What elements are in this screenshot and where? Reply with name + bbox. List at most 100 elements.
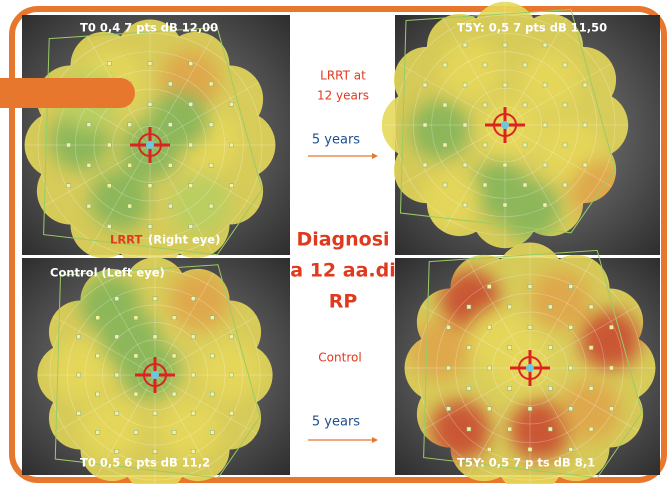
test-point — [168, 123, 172, 127]
test-point — [423, 123, 427, 127]
test-point — [189, 224, 193, 228]
test-point — [128, 163, 132, 167]
test-point — [153, 297, 157, 301]
test-point — [148, 224, 152, 228]
test-point — [563, 103, 567, 107]
test-point — [148, 102, 152, 106]
test-point — [229, 143, 233, 147]
test-point — [487, 407, 491, 411]
test-point — [589, 386, 593, 390]
test-point — [189, 102, 193, 106]
test-point — [107, 224, 111, 228]
test-point — [487, 285, 491, 289]
diagnosis-line: RP — [329, 291, 358, 313]
test-point — [423, 83, 427, 87]
test-point — [191, 373, 195, 377]
eye-label: Control (Left eye) — [50, 266, 165, 280]
test-point — [569, 285, 573, 289]
test-point — [589, 427, 593, 431]
test-point — [483, 103, 487, 107]
test-point — [172, 430, 176, 434]
test-point — [467, 305, 471, 309]
test-point — [543, 203, 547, 207]
test-point — [447, 325, 451, 329]
test-point — [569, 325, 573, 329]
test-point — [77, 335, 81, 339]
test-point — [189, 62, 193, 66]
heat-patch — [200, 340, 260, 400]
test-point — [128, 204, 132, 208]
heat-patch — [150, 90, 210, 150]
control-label: Control — [318, 351, 361, 365]
test-point — [67, 184, 71, 188]
test-point — [87, 123, 91, 127]
test-point — [463, 203, 467, 207]
test-point — [548, 386, 552, 390]
fixation-cloud — [146, 141, 154, 149]
caption: T0 0,4 7 pts dB 12,00 — [80, 21, 218, 35]
test-point — [563, 183, 567, 187]
test-point — [128, 123, 132, 127]
test-point — [463, 123, 467, 127]
test-point — [134, 392, 138, 396]
test-point — [543, 163, 547, 167]
test-point — [172, 316, 176, 320]
test-point — [528, 447, 532, 451]
test-point — [447, 407, 451, 411]
test-point — [483, 143, 487, 147]
test-point — [87, 163, 91, 167]
test-point — [583, 123, 587, 127]
test-point — [96, 430, 100, 434]
test-point — [609, 366, 613, 370]
test-point — [115, 373, 119, 377]
test-point — [191, 449, 195, 453]
test-point — [467, 386, 471, 390]
test-point — [563, 143, 567, 147]
diagnosis-line: a 12 aa.di — [290, 260, 395, 282]
interval: 5 years — [312, 133, 360, 148]
test-point — [77, 411, 81, 415]
test-point — [543, 83, 547, 87]
test-point — [191, 335, 195, 339]
test-point — [523, 63, 527, 67]
test-point — [115, 449, 119, 453]
test-point — [229, 184, 233, 188]
heat-patch — [520, 50, 580, 110]
heat-patch — [410, 320, 470, 380]
test-point — [209, 163, 213, 167]
test-point — [528, 285, 532, 289]
test-point — [523, 183, 527, 187]
caption: T5Y: 0,5 7 p ts dB 8,1 — [457, 456, 595, 470]
test-point — [148, 184, 152, 188]
test-point — [609, 407, 613, 411]
test-point — [463, 163, 467, 167]
test-point — [523, 103, 527, 107]
test-point — [209, 82, 213, 86]
test-point — [191, 411, 195, 415]
eye-label: (Right eye) — [148, 233, 220, 247]
test-point — [168, 204, 172, 208]
test-point — [67, 143, 71, 147]
test-point — [191, 297, 195, 301]
caption: T0 0,5 6 pts dB 11,2 — [80, 456, 210, 470]
map-panel: T5Y: 0,5 7 p ts dB 8,1 — [395, 234, 664, 484]
test-point — [443, 143, 447, 147]
test-point — [229, 373, 233, 377]
interval: 5 years — [312, 415, 360, 430]
test-point — [423, 163, 427, 167]
fixation-cloud — [526, 364, 534, 372]
test-point — [87, 204, 91, 208]
test-point — [508, 427, 512, 431]
test-point — [487, 447, 491, 451]
test-point — [134, 354, 138, 358]
test-point — [148, 62, 152, 66]
test-point — [115, 411, 119, 415]
test-point — [210, 430, 214, 434]
test-point — [503, 43, 507, 47]
map-panel: T0 0,5 6 pts dB 11,2 — [22, 249, 290, 484]
treatment-line: 12 years — [317, 89, 369, 103]
test-point — [508, 305, 512, 309]
test-point — [583, 163, 587, 167]
test-point — [229, 102, 233, 106]
test-point — [77, 373, 81, 377]
